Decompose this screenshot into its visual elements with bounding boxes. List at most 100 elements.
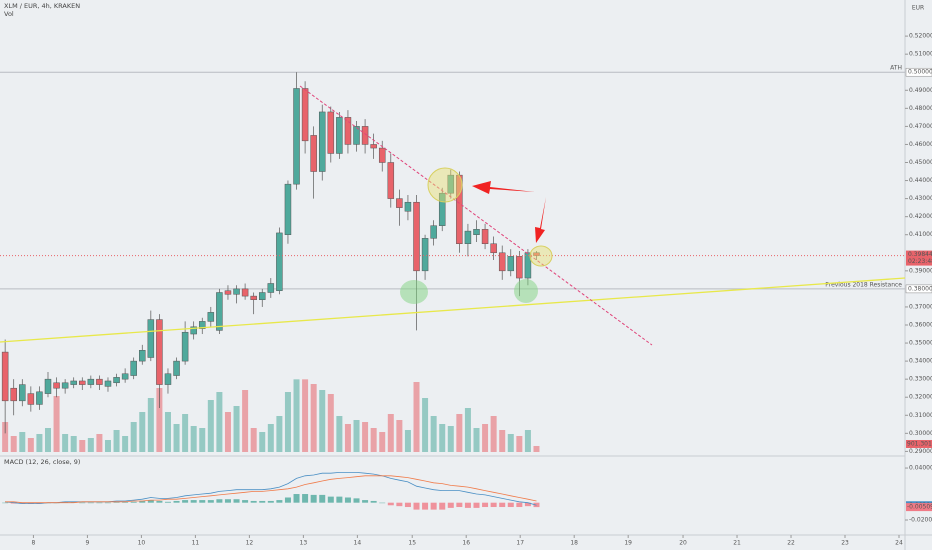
volume-bar xyxy=(122,436,129,452)
candle-body xyxy=(378,147,386,163)
macd-histogram-bar xyxy=(224,499,231,503)
macd-histogram-bar xyxy=(370,500,377,503)
volume-bar xyxy=(27,438,34,452)
volume-bar xyxy=(242,390,249,452)
macd-histogram-bar xyxy=(19,502,26,504)
candle-body xyxy=(284,183,292,235)
candle-body xyxy=(473,229,480,235)
trend-line xyxy=(299,85,653,346)
candle-body xyxy=(70,380,77,385)
macd-histogram-bar xyxy=(396,502,403,507)
volume-bar xyxy=(19,432,26,452)
candle-body xyxy=(61,382,69,389)
macd-histogram-bar xyxy=(413,502,420,510)
candle-body xyxy=(130,360,137,376)
volume-bar xyxy=(353,420,360,452)
candle-body xyxy=(310,135,317,172)
price-tag xyxy=(906,250,932,266)
macd-tick-label: 0.040000 xyxy=(909,465,932,472)
macd-histogram-bar xyxy=(233,499,240,503)
candle-body xyxy=(36,391,43,405)
candle-body xyxy=(301,88,309,142)
macd-histogram-bar xyxy=(353,498,360,503)
volume-bar xyxy=(516,436,523,452)
macd-histogram-bar xyxy=(404,502,411,508)
volume-bar xyxy=(53,396,60,452)
candle-body xyxy=(207,312,215,322)
volume-bar xyxy=(182,414,189,452)
candle-body xyxy=(190,326,197,335)
volume-bar xyxy=(104,440,111,452)
candle-body xyxy=(216,292,223,331)
volume-bar xyxy=(413,382,420,452)
candle-body xyxy=(156,319,163,385)
macd-histogram-bar xyxy=(87,502,94,504)
macd-histogram-bar xyxy=(490,502,497,508)
volume-bar xyxy=(284,392,291,452)
x-tick-label: 19 xyxy=(624,540,632,547)
candle-body xyxy=(10,387,17,402)
macd-histogram-bar xyxy=(10,502,17,504)
volume-bar xyxy=(276,416,283,452)
macd-histogram-bar xyxy=(182,500,189,503)
value-tag-label: -0.005097 xyxy=(907,504,932,511)
volume-bar xyxy=(464,408,471,452)
level-tag xyxy=(905,67,932,77)
macd-histogram-bar xyxy=(516,502,523,508)
volume-bar xyxy=(216,392,223,452)
candle-body xyxy=(327,111,335,154)
macd-histogram-bar xyxy=(430,502,437,510)
candle-body xyxy=(498,252,506,272)
macd-histogram-bar xyxy=(293,494,300,503)
x-tick-label: 22 xyxy=(787,540,795,547)
x-tick-label: 13 xyxy=(300,540,308,547)
macd-histogram-bar xyxy=(199,500,206,503)
candle-body xyxy=(490,243,497,254)
macd-tick-label: -0.020000 xyxy=(909,517,932,524)
volume-bar xyxy=(130,422,137,452)
candle-body xyxy=(404,201,412,212)
volume-bar xyxy=(267,424,274,452)
arrow xyxy=(535,197,546,243)
macd-histogram-bar xyxy=(302,494,309,503)
candle-body xyxy=(524,252,532,279)
candle-body xyxy=(79,380,86,385)
candle-body xyxy=(224,290,232,295)
volume-bar xyxy=(79,440,86,452)
volume-bar xyxy=(524,430,531,452)
volume-bar xyxy=(344,424,351,452)
candle-body xyxy=(464,230,472,245)
candle-body xyxy=(413,201,420,272)
x-tick-label: 12 xyxy=(246,540,254,547)
x-tick-label: 20 xyxy=(679,540,687,547)
volume-bar xyxy=(430,416,437,452)
macd-histogram-bar xyxy=(104,502,111,504)
volume-bar xyxy=(199,428,206,452)
volume-bar xyxy=(87,438,94,452)
candle-body xyxy=(1,351,9,402)
highlight-circle xyxy=(427,167,463,203)
candle-body xyxy=(96,378,103,385)
x-tick-label: 11 xyxy=(192,540,200,547)
macd-histogram-bar xyxy=(36,502,43,504)
x-tick-label: 8 xyxy=(32,540,36,547)
volume-bar xyxy=(10,436,17,452)
volume-bar xyxy=(190,426,197,452)
macd-histogram-bar xyxy=(70,501,77,503)
level-tag-label: 0.500000 xyxy=(908,69,932,76)
macd-histogram-bar xyxy=(216,499,223,503)
volume-bar xyxy=(147,398,154,452)
volume-bar xyxy=(36,434,43,452)
candle-body xyxy=(276,232,283,291)
candle-body xyxy=(336,117,343,154)
x-tick-label: 15 xyxy=(408,540,416,547)
